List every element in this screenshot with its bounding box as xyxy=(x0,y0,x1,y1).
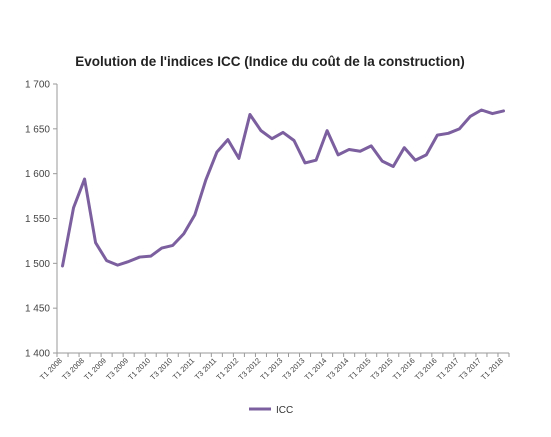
legend: ICC xyxy=(249,405,293,416)
y-tick-label: 1 600 xyxy=(25,169,50,180)
x-tick-label: T1 2009 xyxy=(82,356,108,382)
x-tick-label: T3 2013 xyxy=(281,356,307,382)
x-tick-label: T1 2011 xyxy=(171,356,196,381)
series-line-icc xyxy=(61,108,505,268)
y-tick-label: 1 500 xyxy=(25,259,50,270)
x-tick-label: T1 2016 xyxy=(391,356,417,382)
chart-title: Evolution de l'indices ICC (Indice du co… xyxy=(75,54,465,69)
y-tick-label: 1 450 xyxy=(25,304,50,315)
plot-area xyxy=(61,108,505,268)
y-tick-label: 1 650 xyxy=(25,124,50,135)
x-tick-label: T3 2011 xyxy=(193,356,218,381)
y-tick-label: 1 550 xyxy=(25,214,50,225)
y-tick-label: 1 400 xyxy=(25,349,50,360)
x-tick-label: T1 2008 xyxy=(38,356,64,382)
x-tick-label: T3 2008 xyxy=(60,356,86,382)
y-tick-label: 1 700 xyxy=(25,80,50,91)
x-tick-label: T3 2012 xyxy=(237,356,263,382)
x-tick-label: T3 2015 xyxy=(369,356,395,382)
x-tick-label: T3 2010 xyxy=(148,356,174,382)
legend-label-icc: ICC xyxy=(276,405,293,416)
x-tick-label: T3 2017 xyxy=(457,356,483,382)
x-tick-label: T1 2010 xyxy=(126,356,152,382)
x-tick-label: T3 2014 xyxy=(325,356,351,382)
x-tick-label: T1 2014 xyxy=(303,356,329,382)
x-tick-label: T1 2017 xyxy=(435,356,461,382)
x-tick-label: T1 2015 xyxy=(347,356,373,382)
y-axis: 1 400 1 450 1 500 1 550 1 600 1 650 1 700 xyxy=(25,80,58,360)
x-tick-label: T1 2013 xyxy=(259,356,285,382)
x-tick-label: T3 2009 xyxy=(104,356,130,382)
x-tick-label: T3 2016 xyxy=(413,356,439,382)
x-tick-label: T1 2018 xyxy=(479,356,505,382)
x-tick-label: T1 2012 xyxy=(214,356,240,382)
